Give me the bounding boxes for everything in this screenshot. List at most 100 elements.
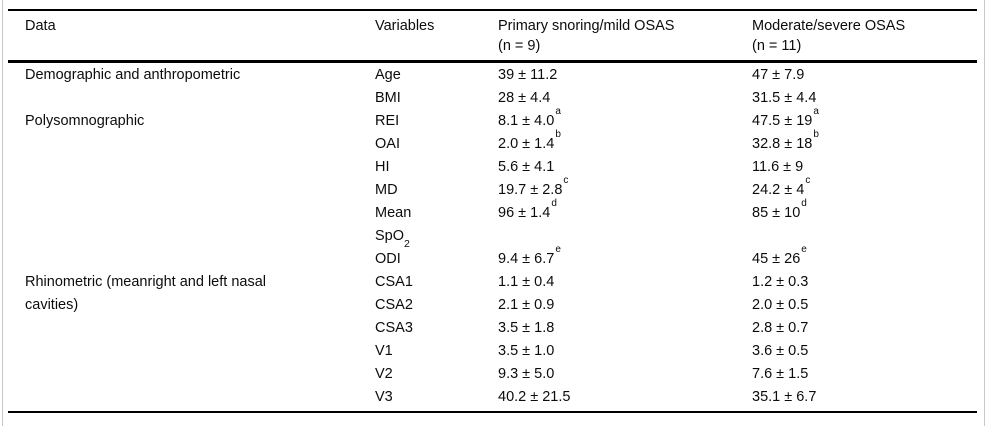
value-mild-text: 8.1 ± 4.0	[498, 113, 555, 129]
value-severe: 47.5 ± 19a	[752, 107, 977, 133]
group-label	[25, 156, 375, 179]
value-mild-text: 9.4 ± 6.7	[498, 251, 555, 267]
column-header-severe-osas: Moderate/severe OSAS (n = 11)	[752, 16, 977, 56]
value-mild: 3.5 ± 1.8	[498, 317, 752, 340]
variable-text: SpO	[375, 228, 405, 244]
value-mild-footnote-mark: a	[555, 106, 561, 118]
value-severe: 47 ± 7.9	[752, 64, 977, 87]
variable-text: Age	[375, 67, 401, 83]
value-severe: 2.8 ± 0.7	[752, 317, 977, 340]
group-label	[25, 225, 375, 248]
group-label: Demographic and anthropometric	[25, 67, 241, 83]
value-severe-text: 24.2 ± 4	[752, 182, 805, 198]
group-label	[25, 179, 375, 202]
group-label	[25, 340, 375, 363]
table-row-age: Demographic and anthropometric Age 39 ± …	[25, 64, 977, 87]
value-mild-text: 96 ± 1.4	[498, 205, 551, 221]
value-severe: 32.8 ± 18b	[752, 130, 977, 156]
column-header-mild-osas-label: Primary snoring/mild OSAS	[498, 18, 675, 34]
value-severe: 3.6 ± 0.5	[752, 340, 977, 363]
page-edge-left	[2, 0, 3, 426]
variable-text: REI	[375, 113, 400, 129]
value-mild-text: 1.1 ± 0.4	[498, 274, 555, 290]
value-severe-text: 47.5 ± 19	[752, 113, 813, 129]
value-mild-text: 19.7 ± 2.8	[498, 182, 563, 198]
variable-label: V2	[375, 363, 498, 386]
value-severe-text: 7.6 ± 1.5	[752, 366, 809, 382]
group-label: Rhinometric (meanright and left nasal	[25, 274, 266, 290]
variable-label: Age	[375, 64, 498, 87]
value-severe-footnote-mark: d	[801, 198, 807, 210]
table-row-md: MD 19.7 ± 2.8c 24.2 ± 4c	[25, 176, 977, 202]
value-mild-text: 2.0 ± 1.4	[498, 136, 555, 152]
value-mild: 96 ± 1.4d	[498, 199, 752, 225]
value-mild-text: 5.6 ± 4.1	[498, 159, 555, 175]
group-label	[25, 133, 375, 156]
variable-text: CSA2	[375, 297, 413, 313]
value-severe-footnote-mark: a	[813, 106, 819, 118]
value-mild: 39 ± 11.2	[498, 64, 752, 87]
value-mild-footnote-mark: e	[555, 244, 561, 256]
variable-label: MD	[375, 179, 498, 202]
value-mild: 28 ± 4.4	[498, 87, 752, 110]
column-header-mild-osas-n: (n = 9)	[498, 38, 541, 54]
value-mild: 9.4 ± 6.7e	[498, 245, 752, 271]
variable-subscript: 2	[404, 237, 410, 250]
results-table: Data Variables Primary snoring/mild OSAS…	[8, 9, 977, 413]
variable-label: CSA2	[375, 294, 498, 317]
table-row-rei: Polysomnographic REI 8.1 ± 4.0a 47.5 ± 1…	[25, 107, 977, 133]
column-header-mild-osas: Primary snoring/mild OSAS (n = 9)	[498, 16, 752, 56]
variable-label: ODI	[375, 248, 498, 271]
variable-text: HI	[375, 159, 390, 175]
group-label: cavities)	[25, 297, 79, 313]
value-severe-text: 31.5 ± 4.4	[752, 90, 817, 106]
value-mild-footnote-mark: b	[555, 129, 561, 141]
value-mild-footnote-mark: c	[563, 175, 569, 187]
variable-text: V1	[375, 343, 393, 359]
variable-text: V3	[375, 389, 393, 405]
variable-text: CSA3	[375, 320, 413, 336]
table-row-bmi: BMI 28 ± 4.4 31.5 ± 4.4	[25, 87, 977, 110]
value-severe-text: 85 ± 10	[752, 205, 801, 221]
value-severe: 7.6 ± 1.5	[752, 363, 977, 386]
table-row-spo2: SpO2	[25, 225, 977, 250]
variable-text: V2	[375, 366, 393, 382]
group-label	[25, 87, 375, 110]
column-header-severe-osas-label: Moderate/severe OSAS	[752, 18, 906, 34]
variable-text: Mean	[375, 205, 412, 221]
column-header-data-label: Data	[25, 18, 56, 34]
value-mild-text: 9.3 ± 5.0	[498, 366, 555, 382]
value-mild-text: 3.5 ± 1.0	[498, 343, 555, 359]
variable-text: CSA1	[375, 274, 413, 290]
value-severe: 2.0 ± 0.5	[752, 294, 977, 317]
column-header-variables: Variables	[375, 16, 498, 56]
value-mild	[498, 225, 752, 248]
table-body: Demographic and anthropometric Age 39 ± …	[8, 63, 977, 413]
group-label	[25, 363, 375, 386]
value-mild: 3.5 ± 1.0	[498, 340, 752, 363]
table-row-mean: Mean 96 ± 1.4d 85 ± 10d	[25, 199, 977, 225]
variable-text: OAI	[375, 136, 400, 152]
variable-label: CSA1	[375, 271, 498, 294]
variable-text: ODI	[375, 251, 401, 267]
table-row-v3: V3 40.2 ± 21.5 35.1 ± 6.7	[25, 386, 977, 409]
value-severe: 24.2 ± 4c	[752, 176, 977, 202]
value-severe-text: 1.2 ± 0.3	[752, 274, 809, 290]
variable-label: Mean	[375, 202, 498, 225]
page-edge-right	[984, 0, 985, 426]
table-row-oai: OAI 2.0 ± 1.4b 32.8 ± 18b	[25, 130, 977, 156]
variable-label: BMI	[375, 87, 498, 110]
value-mild: 2.1 ± 0.9	[498, 294, 752, 317]
value-severe: 31.5 ± 4.4	[752, 87, 977, 110]
table-row-v2: V2 9.3 ± 5.0 7.6 ± 1.5	[25, 363, 977, 386]
value-mild: 9.3 ± 5.0	[498, 363, 752, 386]
value-mild: 5.6 ± 4.1	[498, 156, 752, 179]
table-row-csa3: CSA3 3.5 ± 1.8 2.8 ± 0.7	[25, 317, 977, 340]
table-row-v1: V1 3.5 ± 1.0 3.6 ± 0.5	[25, 340, 977, 363]
table-header-row: Data Variables Primary snoring/mild OSAS…	[8, 9, 977, 63]
variable-text: BMI	[375, 90, 401, 106]
value-mild-text: 3.5 ± 1.8	[498, 320, 555, 336]
value-severe-text: 45 ± 26	[752, 251, 801, 267]
table-row-hi: HI 5.6 ± 4.1 11.6 ± 9	[25, 156, 977, 179]
